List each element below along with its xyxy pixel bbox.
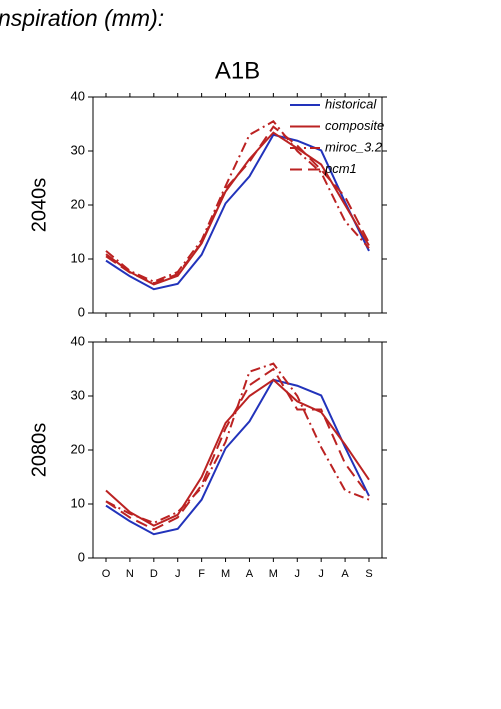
x-tick-label: D (150, 568, 158, 580)
x-tick-label: N (126, 568, 134, 580)
x-tick-label: A (246, 568, 254, 580)
y-tick-label: 10 (71, 250, 85, 265)
y-tick-label: 40 (71, 333, 85, 348)
series-line (105, 131, 370, 286)
x-tick-label: J (175, 568, 181, 580)
page-title: nspiration (mm): (0, 5, 164, 31)
series-line (105, 125, 370, 285)
x-tick-label: J (295, 568, 301, 580)
series-line (105, 133, 370, 291)
x-tick-label: S (365, 568, 372, 580)
y-tick-label: 0 (78, 304, 85, 319)
series-line (105, 362, 370, 524)
legend-label: pcm1 (324, 161, 357, 176)
x-tick-label: M (269, 568, 278, 580)
series-line (105, 367, 370, 531)
y-tick-label: 0 (78, 549, 85, 564)
chart-title: A1B (215, 57, 260, 84)
x-tick-label: J (318, 568, 324, 580)
series-line (105, 378, 370, 527)
x-tick-label: O (102, 568, 111, 580)
y-tick-label: 40 (71, 88, 85, 103)
y-axis-label: 2040s (28, 178, 50, 233)
y-tick-label: 20 (71, 441, 85, 456)
series-line (105, 378, 370, 536)
x-tick-label: F (198, 568, 205, 580)
legend-label: historical (325, 96, 377, 111)
y-tick-label: 30 (71, 142, 85, 157)
legend-label: miroc_3.2 (325, 139, 383, 154)
y-axis-label: 2080s (28, 423, 50, 478)
x-tick-label: M (221, 568, 230, 580)
series-line (105, 120, 370, 283)
x-tick-label: A (341, 568, 349, 580)
y-tick-label: 20 (71, 196, 85, 211)
y-tick-label: 30 (71, 387, 85, 402)
y-tick-label: 10 (71, 495, 85, 510)
legend-label: composite (325, 118, 384, 133)
